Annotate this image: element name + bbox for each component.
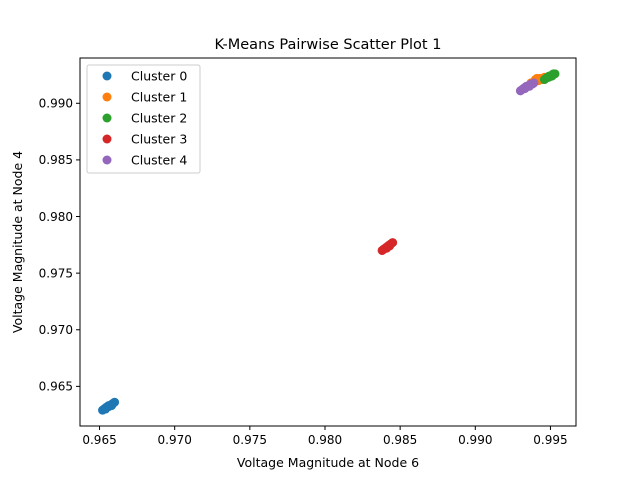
x-tick-label: 0.985 [383,433,417,447]
y-tick-label: 0.990 [39,97,73,111]
legend-label: Cluster 4 [131,153,187,168]
x-axis: 0.965 0.970 0.975 0.980 0.985 0.990 0.995 [82,426,568,447]
legend-label: Cluster 3 [131,132,187,147]
legend-label: Cluster 1 [131,90,187,105]
scatter-point [524,81,534,91]
legend-marker [102,92,112,102]
plot-frame [79,57,577,427]
legend-marker [102,113,112,123]
y-axis: 0.965 0.970 0.975 0.980 0.985 0.990 [39,97,80,394]
y-tick-label: 0.980 [39,210,73,224]
chart-title: K-Means Pairwise Scatter Plot 1 [215,37,442,53]
y-axis-label: Voltage Magnitude at Node 4 [10,151,25,333]
x-tick-label: 0.980 [308,433,342,447]
x-tick-label: 0.975 [233,433,267,447]
y-tick-label: 0.985 [39,153,73,167]
scatter-point [107,401,117,411]
legend-label: Cluster 2 [131,111,187,126]
legend-label: Cluster 0 [131,69,187,84]
legend-marker [102,155,112,165]
y-tick-label: 0.970 [39,323,73,337]
x-tick-label: 0.990 [458,433,492,447]
legend-marker [102,71,112,81]
y-tick-label: 0.965 [39,380,73,394]
x-tick-label: 0.965 [82,433,116,447]
legend-box [86,64,201,174]
x-axis-label: Voltage Magnitude at Node 6 [237,455,419,470]
x-tick-label: 0.995 [533,433,567,447]
plot-points [98,69,560,415]
x-tick-label: 0.970 [158,433,192,447]
legend: Cluster 0 Cluster 1 Cluster 2 Cluster 3 Clus… [86,64,201,174]
scatter-point [385,241,395,251]
scatter-point [547,71,557,81]
y-tick-label: 0.975 [39,266,73,280]
legend-marker [102,134,112,144]
